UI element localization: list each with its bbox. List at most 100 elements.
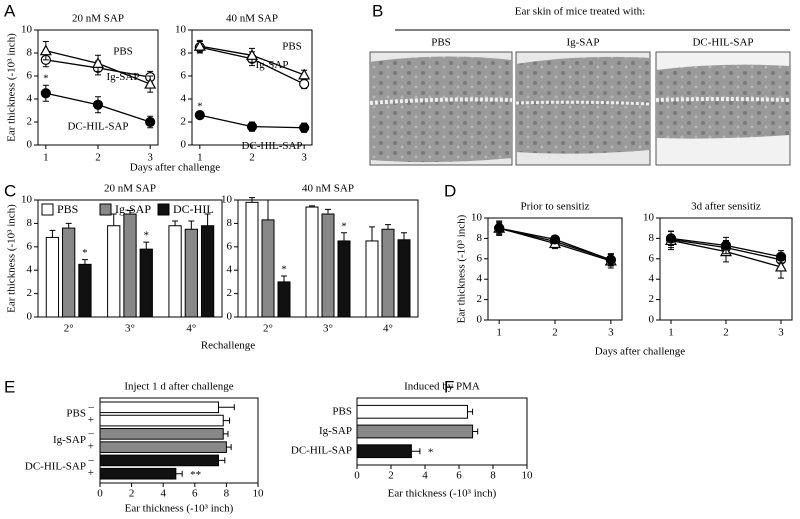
x-tick-label: 1 [496,327,502,339]
y-tick-label: 4 [27,93,33,105]
marker [298,68,311,80]
bar [62,227,76,318]
panel-letter: F [444,377,454,396]
x-tick-label: 3 [608,327,614,339]
y-tick-label: 6 [27,240,33,252]
y-tick-label: 8 [181,47,187,59]
chart-title: 20 nM SAP [72,13,124,25]
y-tick-label: 4 [27,264,33,276]
y-tick-label: 2 [477,293,483,305]
significance: * [197,100,203,112]
chart-title: 3d after sensitiz [691,201,761,213]
bar [99,414,224,427]
error-bar [175,470,183,477]
x-tick-label: 1 [43,152,49,164]
y-tick-label: DC-HIL-SAP [291,445,352,457]
error-bar [325,208,331,215]
chart-title: Inject 1 d after challenge [124,381,233,393]
marker [92,99,104,110]
significance: * [281,264,287,276]
x-axis-label: Ear thickness (-10³ inch) [388,488,497,500]
x-tick-label: 10 [253,488,265,500]
legend-label: DC-HIL [173,202,214,216]
x-tick-label: 0 [354,470,360,482]
panel-letter: B [372,1,383,20]
treatment-label: – [88,427,95,439]
marker [299,122,310,133]
x-tick-label: 1 [197,152,203,164]
y-tick-label: PBS [332,405,352,417]
y-tick-label: 2 [649,293,655,305]
y-tick-label: 6 [227,240,233,252]
y-axis-label: Ear thickness (-10³ inch) [456,214,468,323]
y-tick-label: DC-HIL-SAP [25,461,86,473]
y-tick-label: 4 [477,273,483,285]
legend-swatch [99,203,112,216]
bar [78,263,92,318]
bar [397,239,411,318]
error-bar [218,457,226,464]
bar [356,424,474,439]
y-tick-label: 6 [649,252,655,264]
marker [605,254,616,265]
y-tick-label: Ig-SAP [319,425,352,437]
x-tick-label: 2 [552,327,558,339]
x-tick-label: 3° [323,323,333,335]
y-tick-label: 10 [21,194,33,206]
legend-swatch [41,203,54,216]
y-tick-label: 0 [181,139,187,151]
marker [91,57,105,68]
marker [774,260,788,272]
bar [245,201,259,318]
error-bar [369,226,375,241]
y-tick-label: 0 [27,139,33,151]
bar [356,404,468,419]
y-tick-label: 6 [181,70,187,82]
bar [200,225,215,318]
x-tick-label: 6 [456,470,462,482]
legend-swatch [157,203,170,216]
y-axis-label: Ear thickness (-10³ inch) [6,204,18,313]
error-bar [65,222,72,229]
panel-letter: E [4,377,15,396]
bar [99,401,219,414]
chart-title: Induced by PMA [404,381,480,393]
treatment-label: + [88,467,94,479]
x-tick-label: 2 [249,152,255,164]
marker [39,44,52,56]
x-tick-label: 4 [422,470,428,482]
error-bar [472,428,479,435]
bar [381,228,395,318]
y-tick-label: 4 [649,273,655,285]
marker [194,109,205,121]
bar [123,213,137,318]
bar [45,236,60,318]
x-tick-label: 6 [192,488,198,500]
y-tick-label: 8 [649,232,655,244]
panel-letter: D [444,181,456,200]
x-tick-label: 4 [160,488,166,500]
treatment-label: + [88,441,94,453]
marker [549,234,561,245]
y-tick-label: 10 [21,24,33,36]
error-bar [401,232,407,240]
image-label: DC-HIL-SAP [692,37,753,49]
y-tick-label: 0 [477,314,483,326]
bar [99,454,219,467]
error-bar [172,220,179,226]
chart-title: 40 nM SAP [226,13,278,25]
y-tick-label: 8 [27,217,33,229]
error-bar [110,213,117,226]
bar [99,467,177,480]
y-tick-label: 6 [27,70,33,82]
y-tick-label: 10 [471,212,483,224]
marker [193,39,206,51]
bar [261,219,275,318]
error-bar [341,232,347,241]
x-tick-label: 8 [224,488,230,500]
bar [305,206,319,318]
x-tick-label: 4° [186,323,196,335]
y-tick-label: 2 [27,287,33,299]
marker [246,121,258,132]
chart-title: 40 nM SAP [302,183,354,195]
